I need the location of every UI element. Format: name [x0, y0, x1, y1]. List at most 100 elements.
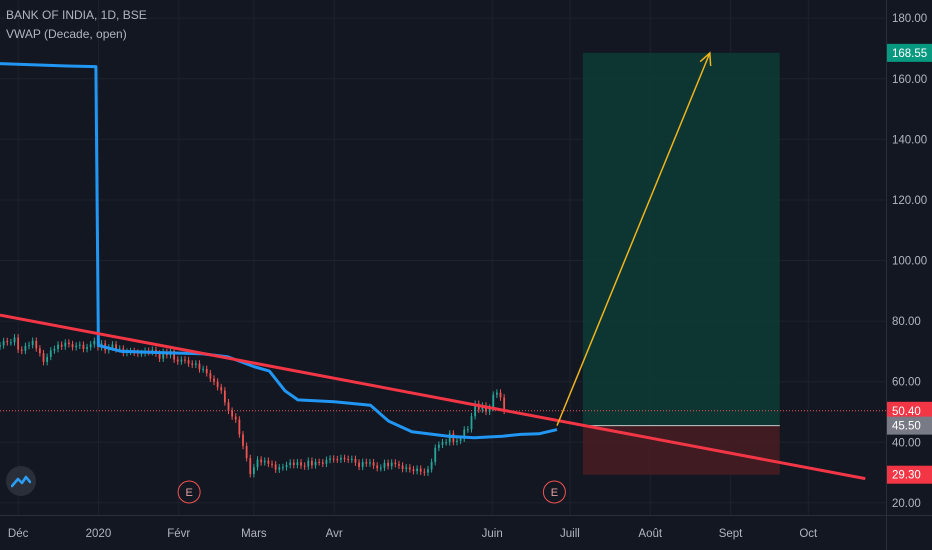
candle — [242, 434, 244, 446]
x-tick-label: Juill — [560, 528, 580, 540]
candle — [89, 344, 92, 348]
candle — [289, 462, 292, 466]
candle — [365, 461, 368, 464]
candle — [321, 462, 324, 464]
price-label-text: 50.40 — [892, 406, 921, 418]
price-label-box — [887, 401, 932, 420]
candle — [361, 461, 364, 467]
candle — [205, 368, 208, 374]
y-tick-label: 180.00 — [892, 13, 927, 25]
y-tick-label: 80.00 — [892, 316, 921, 328]
earnings-marker[interactable]: E — [542, 480, 566, 504]
chart-legend: BANK OF INDIA, 1D, BSE VWAP (Decade, ope… — [6, 6, 147, 44]
candle — [466, 429, 469, 431]
candle — [281, 467, 284, 469]
earnings-marker-circle — [542, 480, 566, 504]
indicator-title[interactable]: VWAP (Decade, open) — [6, 27, 127, 41]
candle — [28, 345, 30, 347]
candle — [82, 344, 85, 349]
candle — [387, 462, 389, 467]
y-tick-label: 160.00 — [892, 74, 927, 86]
y-tick-label: 60.00 — [892, 377, 921, 389]
y-tick-label: 100.00 — [892, 256, 927, 268]
symbol-title[interactable]: BANK OF INDIA, 1D, BSE — [6, 8, 147, 22]
candle — [118, 348, 121, 350]
candle — [303, 465, 306, 467]
candle — [372, 462, 375, 466]
earnings-marker-label: E — [551, 487, 558, 499]
candle — [46, 356, 49, 363]
candle — [187, 360, 190, 364]
candle — [416, 468, 419, 472]
y-tick-label: 20.00 — [892, 498, 921, 510]
candle — [495, 392, 498, 395]
earnings-marker[interactable]: E — [177, 480, 201, 504]
candle — [71, 344, 74, 348]
candle — [492, 394, 495, 408]
candle — [49, 350, 52, 357]
candle — [60, 344, 63, 347]
candle — [329, 458, 331, 460]
candle — [64, 342, 67, 347]
candle — [42, 353, 45, 363]
candle — [24, 345, 27, 351]
candle — [474, 403, 477, 417]
candle — [318, 461, 321, 463]
candle — [191, 363, 194, 365]
candle — [20, 349, 23, 351]
candle — [17, 337, 20, 350]
price-label-text: 29.30 — [892, 470, 921, 482]
candle — [499, 392, 502, 398]
candle — [111, 344, 114, 348]
candle — [260, 459, 263, 463]
candle — [354, 458, 357, 463]
candle — [358, 462, 360, 467]
arrow-head — [699, 51, 712, 67]
candle — [343, 458, 346, 460]
candle — [314, 461, 317, 466]
candle — [401, 465, 404, 469]
candle — [252, 467, 255, 475]
candle — [245, 445, 248, 459]
candle — [115, 344, 117, 350]
candle — [278, 467, 281, 470]
price-label-text: 45.50 — [892, 421, 921, 433]
candle — [434, 447, 437, 462]
candle — [2, 341, 5, 346]
x-tick-label: Oct — [799, 528, 818, 540]
candle — [350, 458, 353, 460]
candle — [162, 352, 165, 359]
candle — [441, 442, 444, 445]
candle — [68, 342, 70, 345]
candle — [256, 459, 259, 468]
candle — [448, 433, 451, 443]
candle — [412, 469, 415, 472]
candle — [423, 471, 426, 473]
target-zone — [582, 52, 780, 426]
candle — [503, 397, 506, 411]
candle — [234, 416, 237, 420]
candle — [249, 458, 252, 475]
candle — [470, 416, 473, 430]
price-label-box — [887, 465, 932, 484]
x-tick-label: Mars — [241, 528, 267, 540]
candle — [75, 345, 78, 348]
candle — [53, 348, 56, 351]
candle — [0, 345, 1, 347]
y-tick-label: 140.00 — [892, 134, 927, 146]
candle — [213, 378, 215, 382]
candle — [274, 464, 277, 470]
candle — [336, 459, 339, 461]
y-tick-label: 40.00 — [892, 437, 921, 449]
candle — [427, 469, 429, 473]
candle — [307, 460, 310, 467]
candle — [419, 468, 422, 472]
candle — [488, 407, 491, 412]
price-axis — [886, 0, 932, 550]
candle — [285, 465, 288, 468]
candle — [93, 340, 96, 345]
tradingview-logo-icon[interactable] — [6, 466, 36, 496]
candle — [347, 458, 350, 460]
candle — [158, 353, 161, 359]
